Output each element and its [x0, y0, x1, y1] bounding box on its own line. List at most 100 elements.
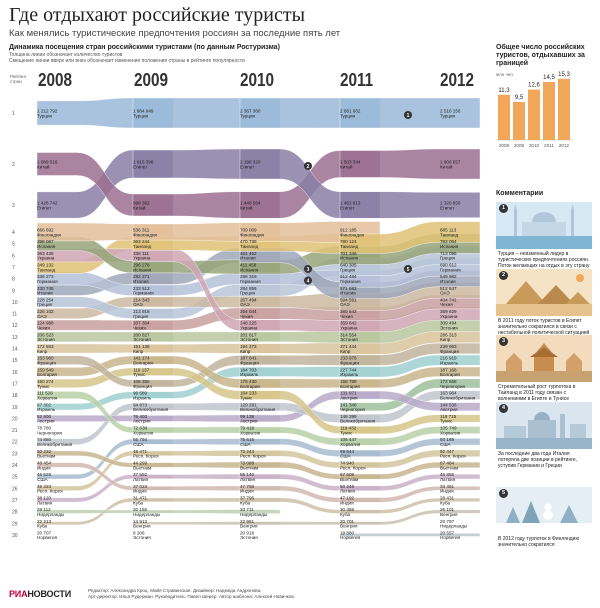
country-label: Франция — [340, 360, 359, 365]
value-label: 73 244 — [240, 449, 254, 454]
country-label: Вьетнам — [240, 465, 258, 470]
value-label: 105 749 — [440, 426, 457, 431]
value-label: 37 023 — [133, 484, 147, 489]
value-label: 2 367 360 — [240, 109, 261, 114]
value-label: 151 138 — [133, 344, 150, 349]
country-label: Франция — [37, 360, 56, 365]
value-label: 28 431 — [440, 495, 454, 500]
bar-2008 — [498, 94, 510, 140]
country-label: Италия — [440, 279, 456, 284]
rank-label: 14 — [12, 347, 18, 353]
rank-label: 4 — [12, 230, 15, 236]
rank-label: 27 — [12, 498, 18, 504]
bar-category-label: 2012 — [559, 143, 570, 148]
country-label: Великобритания — [440, 395, 476, 400]
rank-label: 17 — [12, 381, 18, 387]
country-label: Тунис — [440, 419, 453, 424]
bar-2011 — [543, 82, 555, 140]
value-label: 45 855 — [440, 472, 454, 477]
country-label: ОАЭ — [440, 291, 450, 296]
value-label: 594 591 — [340, 297, 357, 302]
country-label: Куба — [240, 500, 251, 505]
country-label: Китай — [240, 204, 253, 210]
value-label: 48 471 — [133, 449, 147, 454]
value-label: 163 964 — [440, 391, 457, 396]
bar-chart-title: Общее число российских туристов, отдыхав… — [496, 44, 585, 67]
country-label: США — [240, 442, 252, 447]
country-label: Хорватия — [240, 430, 261, 435]
country-label: Турция — [37, 113, 53, 118]
ria-logo-left: РИА — [9, 589, 28, 599]
country-label: Египет — [240, 164, 255, 169]
country-label: Венгрия — [340, 524, 358, 529]
country-label: Куба — [340, 512, 351, 517]
value-label: 1 089 516 — [37, 160, 58, 165]
flow-china — [339, 148, 481, 180]
country-label: Индия — [340, 500, 354, 505]
flow-israel — [339, 354, 481, 378]
comment-badge-4: 4 — [499, 404, 508, 413]
value-label: 363 436 — [37, 251, 54, 256]
value-label: 286 319 — [240, 274, 257, 279]
value-label: 37 592 — [133, 472, 147, 477]
value-label: 701 346 — [340, 251, 357, 256]
value-label: 159 549 — [37, 367, 54, 372]
country-label: Кипр — [240, 349, 251, 354]
rank-label: 5 — [12, 242, 15, 248]
country-label: Израиль — [440, 360, 459, 365]
value-label: 19 880 — [340, 530, 354, 535]
value-label: 226 102 — [37, 309, 54, 314]
country-label: Великобритания — [37, 442, 73, 447]
value-label: 1 964 949 — [133, 109, 154, 114]
flow-uk — [339, 390, 481, 423]
country-label: США — [133, 442, 145, 447]
flow-skorea — [339, 449, 481, 469]
value-label: 1 448 564 — [240, 201, 261, 206]
rank-label: 11 — [12, 312, 17, 318]
country-label: Кипр — [340, 349, 351, 354]
country-label: Финляндия — [340, 232, 365, 237]
value-label: 666 692 — [37, 228, 54, 233]
rank-label: 21 — [12, 428, 18, 434]
value-label: 1 320 850 — [440, 201, 461, 206]
bar-category-label: 2008 — [499, 143, 510, 148]
rank-label: 22 — [12, 440, 18, 446]
value-label: 314 554 — [340, 332, 357, 337]
value-label: 55 140 — [240, 472, 254, 477]
country-label: Египет — [440, 205, 455, 210]
rank-label: 13 — [12, 335, 18, 341]
year-label-2011: 2011 — [340, 70, 374, 90]
country-label: Тунис — [240, 395, 253, 400]
country-label: Украина — [240, 326, 258, 331]
country-label: Финляндия — [133, 232, 158, 237]
value-label: 20 155 — [133, 507, 147, 512]
value-label: 148 399 — [340, 414, 357, 419]
value-label: 94 873 — [133, 402, 147, 407]
value-label: 233 513 — [133, 286, 150, 291]
value-label: 206 523 — [37, 332, 54, 337]
value-label: 72 638 — [133, 426, 147, 431]
value-label: 163 960 — [37, 356, 54, 361]
flow-bulgaria — [339, 366, 481, 389]
value-label: 20 918 — [240, 530, 254, 535]
value-label: 1 462 913 — [340, 201, 361, 206]
comment-badge-1: 1 — [499, 204, 508, 213]
value-label: 158 789 — [340, 379, 357, 384]
value-label: 2 516 156 — [440, 109, 461, 114]
value-label: 48 454 — [37, 461, 51, 466]
country-label: Респ. Корея — [340, 465, 366, 470]
country-label: Греция — [240, 291, 256, 296]
value-label: 47 758 — [240, 484, 254, 489]
rank-label: 18 — [12, 393, 18, 399]
country-label: Великобритания — [133, 407, 169, 412]
legend-shift: Смещение линии вверх или вниз обозначает… — [9, 58, 245, 64]
country-label: Индия — [240, 489, 254, 494]
value-label: 309 494 — [440, 321, 457, 326]
value-label: 56 794 — [133, 437, 147, 442]
country-label: Турция — [440, 113, 456, 118]
rank-axis-label: Рейтинг стран — [10, 74, 27, 84]
callout-badge — [304, 276, 312, 285]
value-label: 46 529 — [37, 472, 51, 477]
value-label: 129 281 — [240, 402, 257, 407]
